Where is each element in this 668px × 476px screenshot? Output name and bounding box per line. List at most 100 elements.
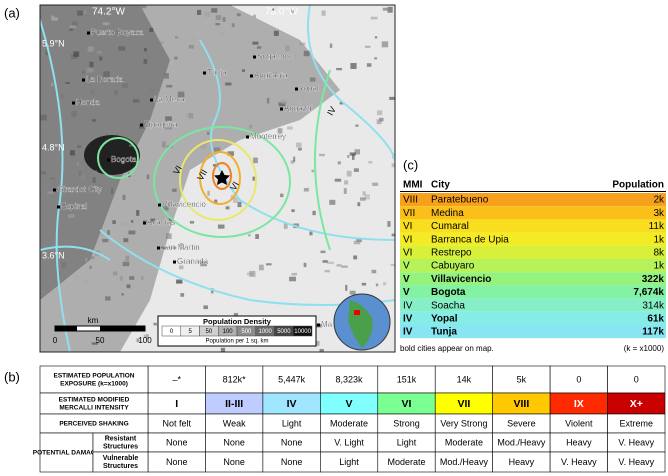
table-cell: 812k* xyxy=(223,374,247,384)
city-marker xyxy=(173,260,176,264)
table-cell: Paratebueno xyxy=(431,195,489,206)
legend-swatch xyxy=(293,325,313,337)
terrain-speckle xyxy=(322,260,328,263)
table-cell: Moderate xyxy=(445,437,483,447)
city-label: Honda xyxy=(76,98,100,107)
terrain-speckle xyxy=(364,194,370,200)
table-cell: II-III xyxy=(225,398,243,410)
city-marker xyxy=(157,246,160,250)
table-cell: Barranca de Upia xyxy=(431,234,509,245)
terrain-speckle xyxy=(89,265,92,269)
terrain-speckle xyxy=(121,293,124,296)
river xyxy=(199,39,395,241)
table-cell: V xyxy=(403,287,410,298)
terrain-speckle xyxy=(165,116,172,121)
terrain-speckle xyxy=(102,238,109,243)
terrain-speckle xyxy=(344,180,349,185)
city-label: Yopal xyxy=(299,84,319,93)
terrain-speckle xyxy=(351,154,355,160)
city-marker xyxy=(87,31,90,35)
city-marker xyxy=(253,55,256,59)
table-cell: VII xyxy=(458,398,471,410)
terrain-speckle xyxy=(206,131,210,135)
terrain-speckle xyxy=(365,45,371,48)
terrain-speckle xyxy=(315,340,320,346)
table-cell: None xyxy=(223,437,245,447)
terrain-speckle xyxy=(177,91,185,98)
table-cell: IV xyxy=(403,314,413,325)
table-cell: Light xyxy=(339,457,359,467)
terrain-speckle xyxy=(278,102,286,107)
terrain-speckle xyxy=(178,265,184,270)
terrain-speckle xyxy=(291,272,298,276)
table-row xyxy=(400,259,666,273)
terrain-speckle xyxy=(289,276,296,282)
legend-caption: Population per 1 sq. km xyxy=(205,339,268,345)
terrain-speckle xyxy=(374,57,378,60)
table-cell: Villavicencio xyxy=(431,274,491,285)
table-cell: VIII xyxy=(403,195,418,206)
table-cell: 61k xyxy=(647,314,664,325)
terrain-speckle xyxy=(272,72,279,78)
row-label: ESTIMATED MODIFIED MERCALLI INTENSITY xyxy=(59,396,130,411)
map xyxy=(40,5,395,352)
terrain-speckle xyxy=(391,233,395,237)
terrain-speckle xyxy=(265,70,269,76)
row-label: PERCEIVED SHAKING xyxy=(59,420,128,427)
table-row xyxy=(400,219,666,233)
scale-segment xyxy=(100,326,145,331)
terrain-speckle xyxy=(309,231,313,236)
terrain-speckle xyxy=(136,210,140,216)
table-cell: Light xyxy=(397,437,417,447)
terrain-speckle xyxy=(78,170,81,176)
table-cell-box xyxy=(205,365,264,394)
terrain-speckle xyxy=(253,157,258,164)
terrain-speckle xyxy=(361,282,367,286)
terrain-speckle xyxy=(69,28,73,31)
terrain-speckle xyxy=(277,77,281,82)
terrain-speckle xyxy=(164,73,169,79)
longitude-label: 74.2°W xyxy=(92,7,125,18)
city-marker xyxy=(143,221,146,225)
terrain-speckle xyxy=(248,234,251,237)
terrain-speckle xyxy=(121,83,129,88)
table-cell: Violent xyxy=(565,418,593,428)
terrain-speckle xyxy=(76,162,79,166)
terrain-speckle xyxy=(51,82,54,87)
terrain-speckle xyxy=(99,56,103,61)
terrain-speckle xyxy=(180,293,185,297)
table-cell: Tunja xyxy=(431,327,457,338)
terrain-speckle xyxy=(356,238,362,243)
scale-unit: km xyxy=(88,316,99,325)
terrain-speckle xyxy=(140,276,144,281)
terrain-speckle xyxy=(370,16,378,20)
table-cell: Cabuyaro xyxy=(431,261,475,272)
terrain-speckle xyxy=(140,5,147,9)
table-row xyxy=(400,193,666,207)
contour xyxy=(199,151,241,205)
terrain-speckle xyxy=(77,145,82,148)
row-label-box xyxy=(39,432,94,473)
scale-tick-label: 50 xyxy=(96,336,105,345)
city-marker xyxy=(150,98,153,102)
table-cell: None xyxy=(166,457,188,467)
table-row xyxy=(400,206,666,220)
table-cell: Extreme xyxy=(620,418,654,428)
terrain-speckle xyxy=(324,269,331,273)
terrain-speckle xyxy=(50,177,56,180)
terrain-speckle xyxy=(237,201,242,208)
terrain-speckle xyxy=(345,284,348,291)
terrain-speckle xyxy=(298,147,302,151)
terrain-speckle xyxy=(166,84,173,88)
terrain-speckle xyxy=(336,67,343,71)
terrain-speckle xyxy=(196,31,202,36)
urban-area xyxy=(84,135,140,175)
terrain-speckle xyxy=(203,305,208,310)
terrain-speckle xyxy=(67,214,75,218)
terrain-speckle xyxy=(353,168,359,172)
terrain-speckle xyxy=(375,283,379,287)
table-cell: V. Heavy xyxy=(618,437,654,447)
terrain-speckle xyxy=(374,36,378,39)
table-cell: Mod./Heavy xyxy=(440,457,489,467)
terrain-speckle xyxy=(387,6,393,13)
